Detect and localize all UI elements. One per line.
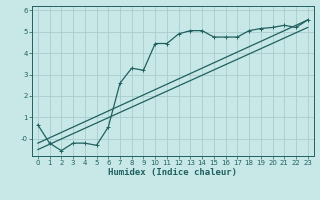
X-axis label: Humidex (Indice chaleur): Humidex (Indice chaleur) xyxy=(108,168,237,177)
